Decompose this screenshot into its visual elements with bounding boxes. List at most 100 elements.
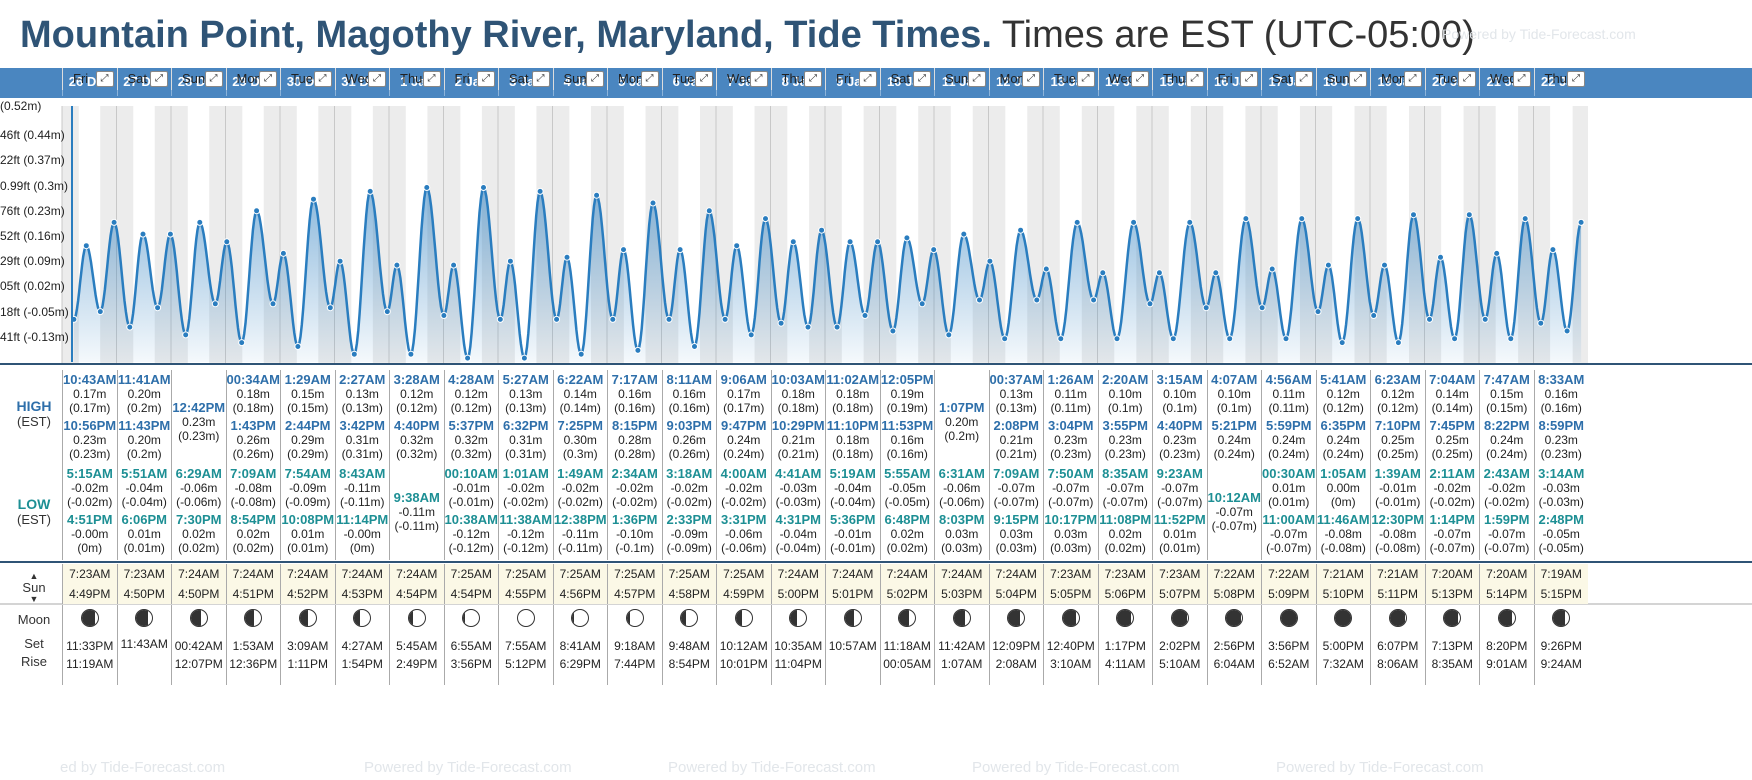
expand-day-icon[interactable]: ⤢	[1240, 71, 1258, 87]
expand-day-icon[interactable]: ⤢	[1349, 71, 1367, 87]
low-time: 7:30PM	[175, 512, 222, 527]
sunrise-time: 7:23AM	[1050, 567, 1092, 581]
high-height: 0.20m	[945, 415, 979, 429]
expand-day-icon[interactable]: ⤢	[804, 71, 822, 87]
low-time: 11:46AM	[1316, 512, 1370, 527]
low-tide-entry: 1:14PM -0.07m (-0.07m)	[1426, 512, 1480, 555]
expand-day-icon[interactable]: ⤢	[1458, 71, 1476, 87]
high-tide-entry: 10:29PM 0.21m (0.21m)	[772, 418, 826, 461]
expand-day-icon[interactable]: ⤢	[640, 71, 659, 87]
high-height-alt: (0.23m)	[178, 429, 220, 443]
moonrise-time: 11:19AM	[66, 657, 114, 671]
low-height-alt: (0m)	[1330, 495, 1356, 509]
expand-day-icon[interactable]: ⤢	[1294, 71, 1313, 87]
moonset-time: 9:18AM	[614, 639, 656, 653]
high-height: 0.12m	[1326, 387, 1360, 401]
expand-day-icon[interactable]: ⤢	[1567, 71, 1585, 87]
high-time: 5:41AM	[1320, 372, 1367, 387]
expand-day-icon[interactable]: ⤢	[1076, 71, 1095, 87]
moon-shadow	[1389, 610, 1405, 626]
low-tide-entry: 2:43AM -0.02m (-0.02m)	[1480, 466, 1534, 509]
sunrise-time: 7:24AM	[396, 567, 438, 581]
moon-cell: 6:07PM 8:06AM	[1370, 605, 1425, 685]
high-tide-point	[1212, 269, 1220, 277]
expand-day-icon[interactable]: ⤢	[913, 71, 931, 87]
sunrise-time: 7:22AM	[1268, 567, 1310, 581]
high-time: 7:10PM	[1374, 418, 1421, 433]
low-height: -0.01m	[452, 481, 490, 495]
weekday-label: Fri	[454, 71, 470, 86]
high-tide-point	[762, 215, 769, 223]
expand-day-icon[interactable]: ⤢	[204, 71, 223, 87]
high-tide-cell: 00:37AM 0.13m (0.13m) 2:08PM 0.21m (0.21m)	[988, 370, 1044, 464]
expand-day-icon[interactable]: ⤢	[1403, 71, 1422, 87]
expand-day-icon[interactable]: ⤢	[150, 71, 168, 87]
low-tide-entry: 8:43AM -0.11m (-0.11m)	[336, 466, 390, 509]
expand-day-icon[interactable]: ⤢	[1512, 71, 1531, 87]
expand-day-icon[interactable]: ⤢	[967, 71, 986, 87]
expand-day-icon[interactable]: ⤢	[313, 71, 332, 87]
low-tide-point	[1481, 315, 1489, 323]
moon-phase-icon	[1552, 609, 1571, 627]
moon-phase-icon	[680, 609, 699, 627]
tide-chart	[0, 106, 1752, 605]
low-time: 5:51AM	[121, 466, 168, 481]
y-axis-label: 29ft (0.09m)	[0, 254, 65, 269]
sunrise-time: 7:25AM	[723, 567, 765, 581]
expand-day-icon[interactable]: ⤢	[259, 71, 277, 87]
low-height: 0.01m	[1272, 481, 1306, 495]
expand-day-icon[interactable]: ⤢	[368, 71, 386, 87]
low-time: 10:08PM	[281, 512, 335, 527]
weekday-label: Sat	[1272, 71, 1292, 86]
low-height: -0.12m	[507, 527, 545, 541]
sun-cell: 7:24AM 4:52PM	[280, 564, 335, 604]
expand-day-icon[interactable]: ⤢	[858, 71, 877, 87]
low-time: 1:49AM	[557, 466, 604, 481]
low-tide-cell: 7:54AM -0.09m (-0.09m) 10:08PM 0.01m (0.01m)	[280, 462, 335, 560]
low-tide-entry: 7:54AM -0.09m (-0.09m)	[281, 466, 335, 509]
high-height-alt: (0.1m)	[1107, 401, 1143, 415]
high-tide-point	[336, 257, 344, 265]
low-tide-point	[1258, 304, 1266, 312]
high-tide-point	[1017, 226, 1025, 234]
high-time: 8:11AM	[666, 372, 713, 387]
low-time: 9:23AM	[1156, 466, 1203, 481]
moonset-time: 5:45AM	[396, 639, 438, 653]
high-time: 10:29PM	[771, 418, 825, 433]
expand-day-icon[interactable]: ⤢	[1131, 71, 1149, 87]
expand-day-icon[interactable]: ⤢	[586, 71, 604, 87]
low-tide-cell: 6:29AM -0.06m (-0.06m) 7:30PM 0.02m (0.02m)	[171, 462, 226, 560]
high-tide-entry: 2:20AM 0.10m (0.1m)	[1099, 372, 1153, 415]
expand-day-icon[interactable]: ⤢	[95, 71, 114, 87]
high-height-alt: (0.13m)	[995, 401, 1037, 415]
low-tide-point	[1426, 315, 1433, 323]
low-height-alt: (-0.1m)	[615, 541, 655, 555]
high-height-alt: (0.2m)	[126, 401, 162, 415]
moonset-time: 6:55AM	[450, 639, 492, 653]
low-tide-point	[804, 323, 812, 331]
expand-day-icon[interactable]: ⤢	[422, 71, 441, 87]
low-tide-entry: 2:33PM -0.09m (-0.09m)	[663, 512, 717, 555]
expand-day-icon[interactable]: ⤢	[695, 71, 713, 87]
expand-day-icon[interactable]: ⤢	[477, 71, 495, 87]
low-height-alt: (-0.07m)	[1484, 541, 1530, 555]
low-time: 11:00AM	[1262, 512, 1316, 527]
low-tide-point	[1563, 327, 1571, 335]
moonset-time: 7:13PM	[1431, 639, 1473, 653]
expand-day-icon[interactable]: ⤢	[1022, 71, 1040, 87]
low-time: 2:11AM	[1429, 466, 1476, 481]
high-height: 0.14m	[563, 387, 597, 401]
footer-credit: ed by Tide-Forecast.com	[60, 759, 226, 776]
high-time: 6:23AM	[1374, 372, 1421, 387]
moonset-time: 2:56PM	[1213, 639, 1255, 653]
high-height: 0.25m	[1435, 433, 1469, 447]
expand-day-icon[interactable]: ⤢	[1185, 71, 1204, 87]
low-tide-point	[294, 343, 302, 350]
high-height-alt: (0.18m)	[232, 401, 274, 415]
high-tide-point	[506, 257, 514, 265]
expand-day-icon[interactable]: ⤢	[749, 71, 768, 87]
high-tide-entry: 4:40PM 0.32m (0.32m)	[390, 418, 444, 461]
sunset-time: 4:50PM	[123, 587, 165, 601]
high-tide-entry: 7:25PM 0.30m (0.3m)	[554, 418, 608, 461]
expand-day-icon[interactable]: ⤢	[531, 71, 550, 87]
